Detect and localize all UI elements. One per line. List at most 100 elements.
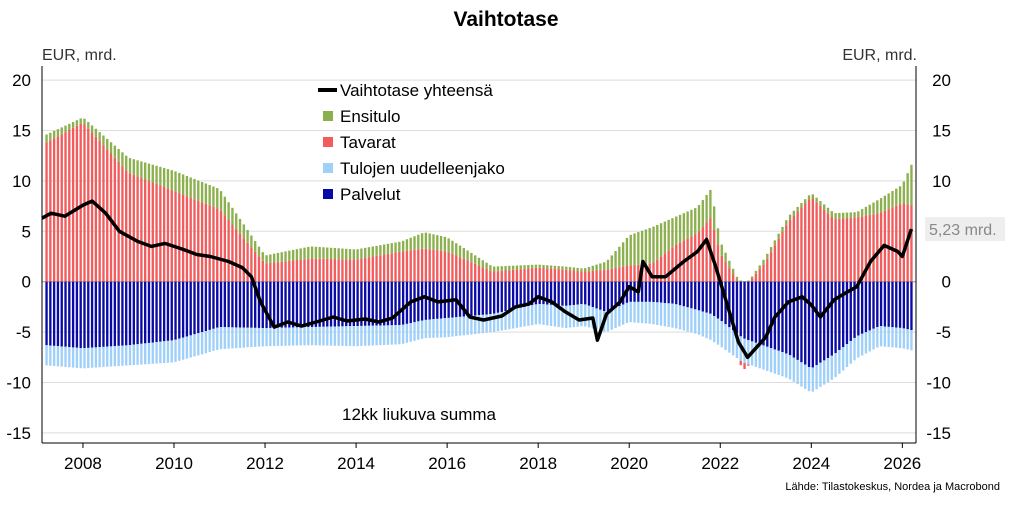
bar-segment bbox=[254, 241, 257, 252]
bar-segment bbox=[910, 281, 913, 331]
bar-segment bbox=[769, 252, 773, 282]
bar-segment bbox=[219, 281, 223, 328]
bar-segment bbox=[572, 267, 576, 271]
bar-segment bbox=[318, 326, 321, 346]
bar-segment bbox=[223, 215, 227, 282]
bar-segment bbox=[83, 118, 86, 125]
bar-segment bbox=[857, 211, 860, 217]
bar-segment bbox=[580, 268, 583, 272]
bar-segment bbox=[208, 329, 211, 353]
bar-segment bbox=[303, 259, 306, 282]
bar-segment bbox=[834, 213, 837, 220]
x-tick-label: 2020 bbox=[610, 454, 648, 473]
bar-segment bbox=[420, 248, 424, 282]
bar-segment bbox=[432, 234, 435, 250]
bar-segment bbox=[162, 281, 166, 342]
bar-segment bbox=[276, 252, 280, 263]
bar-segment bbox=[68, 123, 71, 130]
bar-segment bbox=[360, 281, 363, 326]
bar-segment bbox=[766, 346, 769, 371]
bar-segment bbox=[610, 281, 613, 310]
bar-segment bbox=[553, 268, 557, 282]
bar-segment bbox=[895, 188, 898, 206]
bar-segment bbox=[291, 327, 295, 346]
bar-segment bbox=[667, 303, 670, 328]
y-tick-label-right: 15 bbox=[932, 121, 951, 140]
bar-segment bbox=[762, 281, 765, 346]
bar-segment bbox=[348, 259, 352, 282]
bar-segment bbox=[151, 342, 154, 364]
bar-segment bbox=[238, 218, 242, 234]
chart-title: Vaihtotase bbox=[453, 8, 559, 31]
bar-segment bbox=[758, 344, 761, 369]
bar-segment bbox=[701, 311, 704, 337]
bar-segment bbox=[530, 281, 534, 306]
bar-segment bbox=[807, 281, 811, 367]
bar-segment bbox=[565, 269, 568, 282]
bar-segment bbox=[694, 309, 697, 334]
bar-segment bbox=[185, 196, 189, 282]
bar-segment bbox=[250, 327, 253, 348]
bar-segment bbox=[788, 214, 792, 220]
bar-segment bbox=[436, 250, 439, 282]
bar-segment bbox=[276, 262, 280, 282]
bar-segment bbox=[747, 340, 750, 365]
bar-segment bbox=[216, 208, 219, 282]
bar-segment bbox=[830, 355, 833, 380]
bar-segment bbox=[492, 313, 496, 332]
bar-segment bbox=[208, 281, 211, 330]
bar-segment bbox=[853, 212, 856, 218]
bar-segment bbox=[462, 248, 466, 259]
bar-segment bbox=[166, 169, 170, 189]
bar-segment bbox=[356, 249, 359, 260]
bar-segment bbox=[868, 204, 871, 215]
bar-segment bbox=[523, 265, 526, 269]
bar-segment bbox=[128, 158, 132, 174]
bar-segment bbox=[98, 281, 101, 348]
bar-segment bbox=[800, 203, 803, 208]
bar-segment bbox=[140, 281, 143, 344]
bar-segment bbox=[288, 327, 291, 346]
bar-segment bbox=[424, 319, 428, 339]
bar-segment bbox=[542, 267, 545, 282]
bar-segment bbox=[238, 233, 242, 282]
bar-segment bbox=[52, 281, 56, 346]
bar-segment bbox=[382, 281, 386, 326]
bar-segment bbox=[428, 319, 431, 338]
y-tick-label-left: -5 bbox=[16, 323, 31, 342]
bar-segment bbox=[504, 281, 507, 312]
bar-segment bbox=[527, 281, 530, 307]
bar-segment bbox=[310, 281, 314, 328]
bar-segment bbox=[879, 198, 883, 213]
bar-segment bbox=[800, 281, 803, 363]
bar-segment bbox=[857, 335, 860, 358]
bar-segment bbox=[474, 315, 477, 335]
bar-segment bbox=[235, 281, 238, 328]
bar-segment bbox=[675, 244, 678, 282]
bar-segment bbox=[390, 243, 393, 254]
bar-segment bbox=[807, 199, 811, 282]
bar-segment bbox=[572, 281, 576, 305]
bar-segment bbox=[697, 281, 701, 311]
bar-segment bbox=[352, 259, 355, 282]
bar-segment bbox=[197, 281, 200, 334]
bar-segment bbox=[345, 248, 348, 260]
bar-segment bbox=[872, 281, 875, 329]
bar-segment bbox=[644, 229, 648, 265]
bar-segment bbox=[838, 218, 841, 282]
bar-segment bbox=[766, 258, 769, 282]
bar-segment bbox=[629, 301, 632, 323]
bar-segment bbox=[697, 205, 701, 232]
bar-segment bbox=[754, 273, 758, 282]
bar-segment bbox=[405, 239, 409, 251]
bar-segment bbox=[860, 209, 864, 217]
bar-segment bbox=[678, 242, 682, 282]
x-tick-label: 2018 bbox=[519, 454, 557, 473]
bar-segment bbox=[671, 281, 674, 304]
bar-segment bbox=[637, 232, 640, 265]
bar-segment bbox=[193, 199, 196, 282]
bar-segment bbox=[819, 281, 822, 363]
bar-segment bbox=[227, 220, 230, 282]
y-tick-label-right: 0 bbox=[942, 273, 951, 292]
bar-segment bbox=[166, 281, 170, 341]
